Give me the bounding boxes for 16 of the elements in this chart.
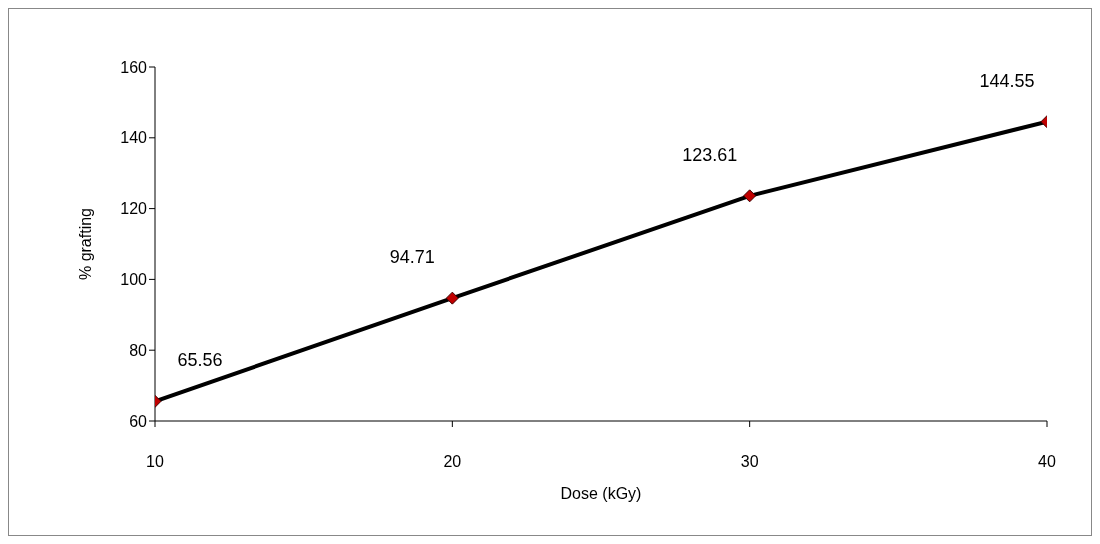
data-label: 65.56 — [177, 350, 223, 371]
y-tick-label: 120 — [120, 200, 148, 218]
y-tick-label: 140 — [120, 129, 148, 147]
data-label: 94.71 — [389, 247, 435, 268]
y-tick-label: 80 — [129, 341, 148, 359]
data-label: 123.61 — [682, 144, 738, 165]
y-axis-title: % grafting — [76, 207, 94, 281]
x-tick-label: 40 — [1038, 453, 1056, 470]
y-tick-label: 60 — [129, 412, 148, 430]
y-tick-label: 160 — [120, 58, 148, 76]
x-tick-label: 20 — [443, 453, 462, 470]
x-tick-label: 10 — [146, 453, 164, 470]
data-label: 144.55 — [979, 70, 1035, 91]
x-axis-title: Dose (kGy) — [560, 485, 642, 502]
x-tick-label: 30 — [740, 453, 759, 470]
y-tick-label: 100 — [120, 271, 148, 289]
